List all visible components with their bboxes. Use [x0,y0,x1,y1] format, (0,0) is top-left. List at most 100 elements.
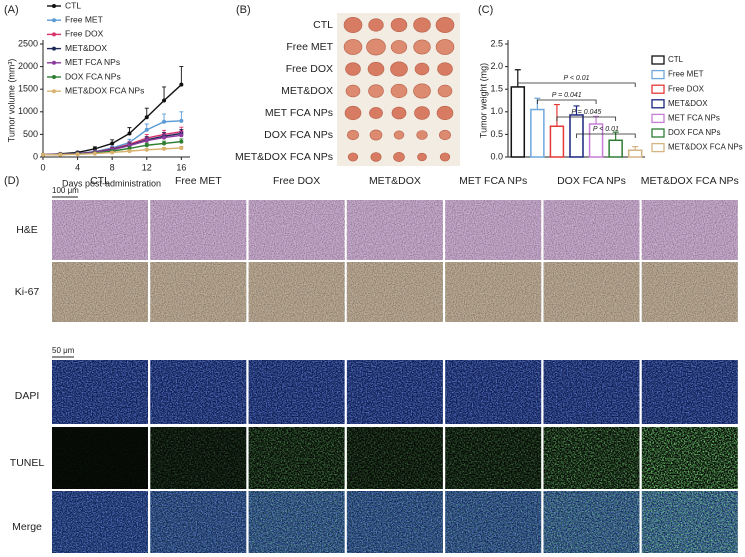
tumor [413,83,431,99]
legend-marker [52,75,56,79]
tumor [414,62,430,76]
tissue-texture [52,262,148,322]
tunel-signal [150,491,247,553]
y-tick-label: 2500 [18,38,38,48]
tumor [436,105,454,121]
data-point [162,141,167,146]
nuclei-texture [150,360,247,424]
legend-label: MET FCA NPs [668,114,720,123]
legend-marker [52,46,56,51]
legend-label: MET&DOX FCA NPs [668,143,743,152]
tumor [414,106,430,120]
tunel-signal [248,427,345,489]
tissue-texture [346,200,443,260]
data-point [144,147,149,152]
significance-label: P = 0.045 [571,109,601,116]
data-point [162,119,167,124]
tumor [390,17,408,33]
data-point [179,145,184,150]
photo-row-label: CTL [313,19,333,31]
tumor [366,38,386,56]
legend-swatch [651,99,665,109]
data-point [144,138,149,143]
tumor [390,83,408,99]
nuclei-texture [445,360,542,424]
significance-bracket [517,82,636,87]
error-bar [162,86,167,101]
panel-label: (C) [478,4,493,16]
y-tick-label: 1.0 [490,106,503,116]
nuclei-texture [346,360,443,424]
tissue-texture [641,262,738,322]
legend-label: MET&DOX [668,99,708,108]
tumor [439,152,451,162]
tunel-signal [641,491,738,553]
legend-label: Free MET [668,70,704,79]
column-label: MET FCA NPs [459,175,527,187]
tumor [413,17,431,33]
photo-row-label: DOX FCA NPs [264,129,333,141]
legend-marker [52,32,56,37]
tumor [367,61,385,77]
bar [608,139,623,158]
row-label: DAPI [15,390,40,402]
legend-label: Free DOX [65,29,104,39]
bar [530,108,545,158]
row-label: Merge [12,521,42,533]
tunel-signal [543,491,640,553]
tissue-texture [150,262,247,322]
nuclei-texture [543,360,640,424]
tumor [344,105,362,121]
tumor [435,17,455,33]
column-label: MET&DOX [369,175,421,187]
tumor [368,84,384,98]
tissue-texture [346,262,443,322]
tumor [439,129,451,141]
legend-label: MET FCA NPs [65,57,120,67]
bar [549,125,565,158]
column-label: Free DOX [273,175,320,187]
x-axis-label: Days post-administration [62,178,161,188]
tumor [413,39,431,55]
data-point [144,127,149,132]
data-point [127,131,132,136]
x-tick-label: 16 [176,162,186,172]
legend-swatch [651,55,665,65]
y-tick-label: 0 [33,151,38,161]
significance-bracket [556,116,617,121]
x-tick-label: 8 [110,162,115,172]
tissue-texture [52,200,148,260]
legend-swatch [651,69,665,80]
data-point [58,152,63,157]
y-axis-label: Tumor weight (mg) [478,63,488,138]
legend-label: Free DOX [668,84,705,93]
data-point [179,133,184,138]
tissue-texture [641,200,738,260]
legend-label: CTL [668,55,684,64]
scale-bar-label: 100 μm [52,186,79,195]
error-bar [593,115,600,125]
y-tick-label: 2.0 [490,61,503,71]
tunel-signal [641,427,738,489]
column-label: CTL [90,175,110,187]
legend-label: MET&DOX [65,43,107,53]
photo-row-label: MET FCA NPs [265,107,333,119]
tumor [347,129,359,141]
row-label: TUNEL [10,457,45,469]
bar [627,149,643,158]
tunel-signal [445,491,542,553]
y-tick-label: 1.5 [490,84,503,94]
legend-marker [52,89,56,94]
tunel-signal [346,491,443,553]
legend-label: CTL [65,0,81,10]
tumor [343,39,363,55]
nuclei-texture [52,360,148,424]
legend-swatch [651,128,665,138]
y-tick-label: 2.5 [490,38,503,48]
panel-label: (D) [4,175,19,187]
significance-bracket [536,99,597,104]
tissue-texture [543,200,640,260]
tunel-signal [52,427,148,489]
tumor [390,40,408,54]
